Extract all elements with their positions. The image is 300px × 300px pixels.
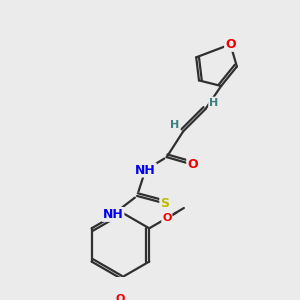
Text: S: S bbox=[160, 197, 169, 210]
Text: H: H bbox=[170, 120, 180, 130]
Text: O: O bbox=[187, 158, 198, 171]
Text: O: O bbox=[225, 38, 236, 51]
Text: O: O bbox=[116, 293, 125, 300]
Text: NH: NH bbox=[103, 208, 123, 221]
Text: H: H bbox=[209, 98, 218, 108]
Text: O: O bbox=[162, 213, 172, 223]
Text: NH: NH bbox=[135, 164, 156, 177]
